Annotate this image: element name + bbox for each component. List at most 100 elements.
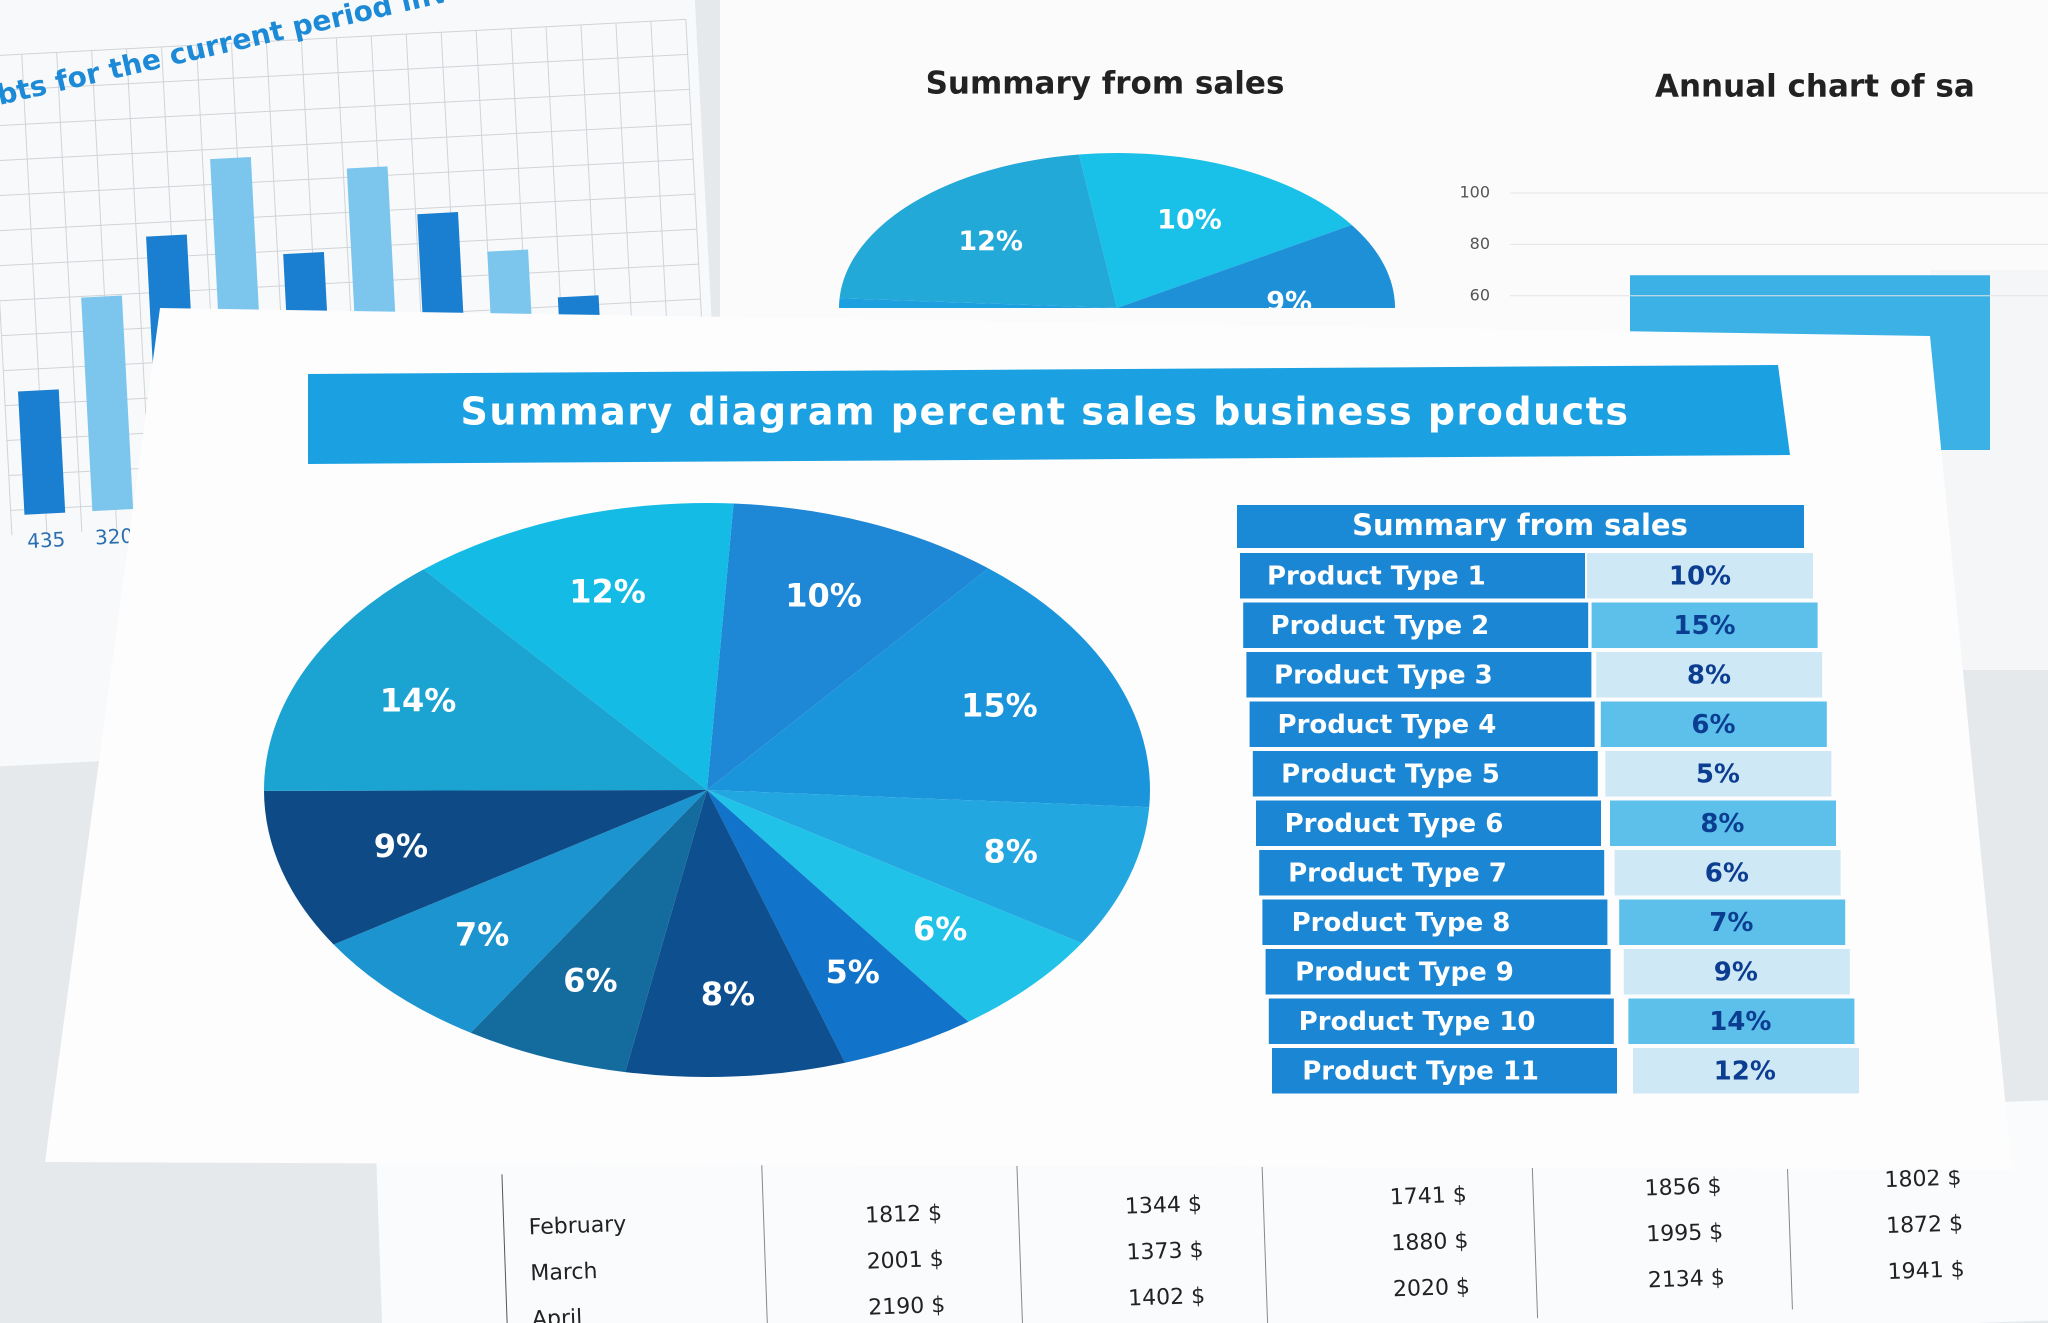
pie-slice <box>264 569 707 791</box>
table-value-cell <box>1628 998 1855 1044</box>
table-value: 8% <box>1700 809 1744 839</box>
chart-title: Summary diagram percent sales business p… <box>461 390 1630 434</box>
table-name-cell <box>1259 850 1605 896</box>
chart-title: Summary from sales <box>926 66 1285 102</box>
table-value-cell <box>1587 553 1813 599</box>
slice-label: 7% <box>455 916 509 954</box>
table-value-cell <box>1633 1048 1859 1094</box>
slice-label: 9% <box>1266 287 1312 318</box>
table-cell: April <box>532 1306 583 1323</box>
table-header: Summary from sales <box>1352 508 1688 542</box>
table-value-cell <box>1619 899 1846 945</box>
table-cell: 1344 $ <box>1125 1192 1203 1220</box>
slice-label: 14% <box>380 682 457 720</box>
table-cell: 1880 $ <box>1391 1229 1469 1257</box>
slice-label: 6% <box>913 910 967 948</box>
table-cell: 1373 $ <box>1126 1238 1204 1266</box>
pie-slice <box>707 568 1150 808</box>
table-cell: 1941 $ <box>1887 1257 1965 1285</box>
background-pie: 12%10%9%24% <box>839 153 1395 318</box>
pie-slice <box>707 503 989 790</box>
slice-label: 8% <box>701 975 755 1013</box>
table-name: Product Type 10 <box>1299 1007 1536 1037</box>
y-tick-label: 80 <box>1470 234 1490 253</box>
summary-table: Summary from sales Product Type 1 10% Produ… <box>1237 505 1859 1094</box>
pie-slice <box>470 790 707 1073</box>
table-value-cell <box>1591 602 1818 648</box>
table-name: Product Type 7 <box>1288 858 1507 888</box>
table-name-cell <box>1272 1048 1617 1094</box>
table-cell: 1872 $ <box>1886 1211 1964 1239</box>
table-cell: 2001 $ <box>866 1247 944 1275</box>
pie-slice <box>625 790 846 1077</box>
table-name: Product Type 3 <box>1274 660 1493 690</box>
table-value: 8% <box>1687 660 1731 690</box>
table-value: 5% <box>1696 759 1740 789</box>
table-line <box>1260 1147 1269 1323</box>
table-cell: 1995 $ <box>1646 1220 1724 1248</box>
y-tick-label: 60 <box>1470 285 1490 304</box>
pie-slice <box>423 503 734 790</box>
table-value-cell <box>1610 800 1836 846</box>
table-cell: 1856 $ <box>1644 1174 1722 1202</box>
table-name: Product Type 8 <box>1292 908 1511 938</box>
pie-slice <box>1079 153 1352 308</box>
pie-slice <box>333 790 707 1033</box>
pie-slice <box>839 154 1117 308</box>
chart-title: Annual chart of sa <box>1655 69 1975 105</box>
paper-grid <box>0 263 699 302</box>
table-name: Product Type 5 <box>1281 759 1500 789</box>
table-name: Product Type 6 <box>1285 809 1504 839</box>
paper-grid <box>0 18 686 57</box>
slice-label: 10% <box>785 577 862 615</box>
paper-grid <box>0 228 697 267</box>
table-cell: 2020 $ <box>1393 1275 1471 1303</box>
paper-grid <box>0 56 13 536</box>
paper-bottom: February 1812 $ 1344 $ 1741 $ 1856 $ 1802 $ Ma… <box>376 1098 2048 1323</box>
main-layer: Summary diagram percent sales business p… <box>45 308 2012 1170</box>
slice-label: 15% <box>961 686 1038 724</box>
table-value: 10% <box>1669 561 1731 591</box>
table-value: 9% <box>1714 957 1758 987</box>
bar <box>81 295 134 512</box>
paper-grid <box>0 158 694 197</box>
table-value-cell <box>1605 751 1832 797</box>
title-banner <box>308 365 1790 464</box>
pie-slice <box>707 790 969 1063</box>
table-value: 15% <box>1673 611 1735 641</box>
bar <box>18 389 66 515</box>
table-name-cell <box>1240 553 1585 599</box>
table-name: Product Type 9 <box>1295 957 1514 987</box>
table-value: 7% <box>1709 908 1753 938</box>
table-value: 6% <box>1691 710 1735 740</box>
table-name-cell <box>1243 602 1589 648</box>
pie-slice <box>707 790 1082 1022</box>
table-value: 12% <box>1714 1056 1776 1086</box>
table-value-cell <box>1623 949 1850 995</box>
table-name-cell <box>1262 899 1608 945</box>
y-tick-label: 100 <box>1459 183 1490 202</box>
table-value: 14% <box>1709 1007 1771 1037</box>
table-line <box>501 1174 509 1323</box>
table-name-cell <box>1249 701 1595 747</box>
x-tick-label: 320 <box>94 524 133 550</box>
table-value: 6% <box>1705 858 1749 888</box>
paper-grid <box>56 52 83 532</box>
table-name: Product Type 2 <box>1271 611 1490 641</box>
slice-label: 9% <box>374 827 428 865</box>
x-tick-label: 435 <box>27 527 66 553</box>
paper <box>376 1098 2048 1323</box>
table-line <box>1016 1156 1024 1323</box>
table-header-bg <box>1237 505 1804 548</box>
table-line <box>761 1165 769 1323</box>
pie-slice <box>839 298 1117 308</box>
table-cell: 2190 $ <box>868 1293 946 1321</box>
paper-grid <box>0 123 692 162</box>
table-cell: 1402 $ <box>1128 1284 1206 1312</box>
slice-label: 12% <box>569 573 646 611</box>
table-line <box>1530 1138 1539 1319</box>
pie-slice <box>707 790 1150 944</box>
pie-slice <box>1117 224 1395 308</box>
table-cell: 1741 $ <box>1389 1183 1467 1211</box>
